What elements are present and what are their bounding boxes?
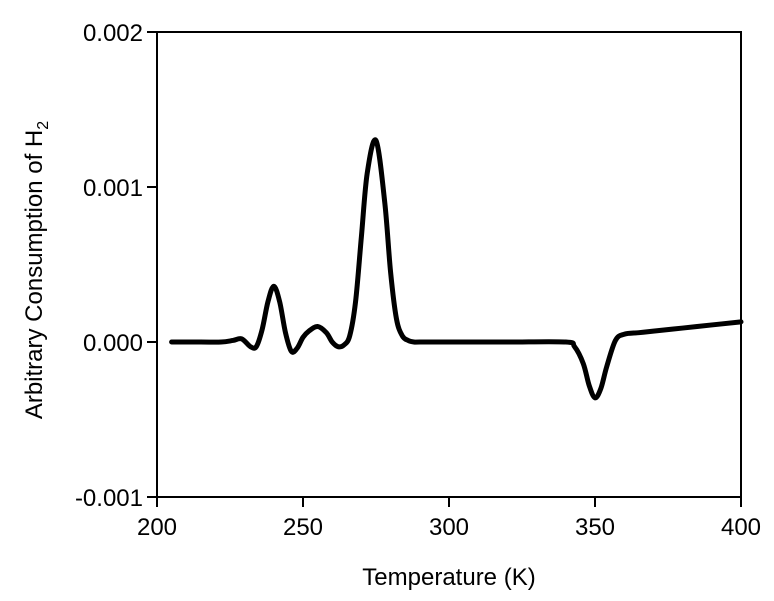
- plot-frame: [156, 31, 742, 498]
- x-axis-title: Temperature (K): [362, 564, 535, 591]
- y-axis-title-subscript: 2: [35, 121, 52, 130]
- x-tick-label: 200: [137, 514, 177, 541]
- y-axis-title: Arbitrary Consumption of H2: [21, 121, 52, 419]
- y-tick-label: 0.001: [83, 175, 143, 202]
- y-tick-label: 0.002: [83, 20, 143, 47]
- x-tick-label: 400: [721, 514, 761, 541]
- series-line: [169, 137, 744, 401]
- x-tick-labels: 200 250 300 350 400: [137, 514, 761, 541]
- y-tick-label: 0.000: [83, 330, 143, 357]
- y-axis-title-main: Arbitrary Consumption of H: [21, 130, 48, 419]
- x-tick-label: 250: [283, 514, 323, 541]
- x-tick-label: 350: [575, 514, 615, 541]
- y-tick-label: -0.001: [75, 485, 143, 512]
- axis-ticks: [147, 31, 742, 507]
- x-tick-label: 300: [429, 514, 469, 541]
- y-tick-labels: -0.001 0.000 0.001 0.002: [75, 20, 143, 512]
